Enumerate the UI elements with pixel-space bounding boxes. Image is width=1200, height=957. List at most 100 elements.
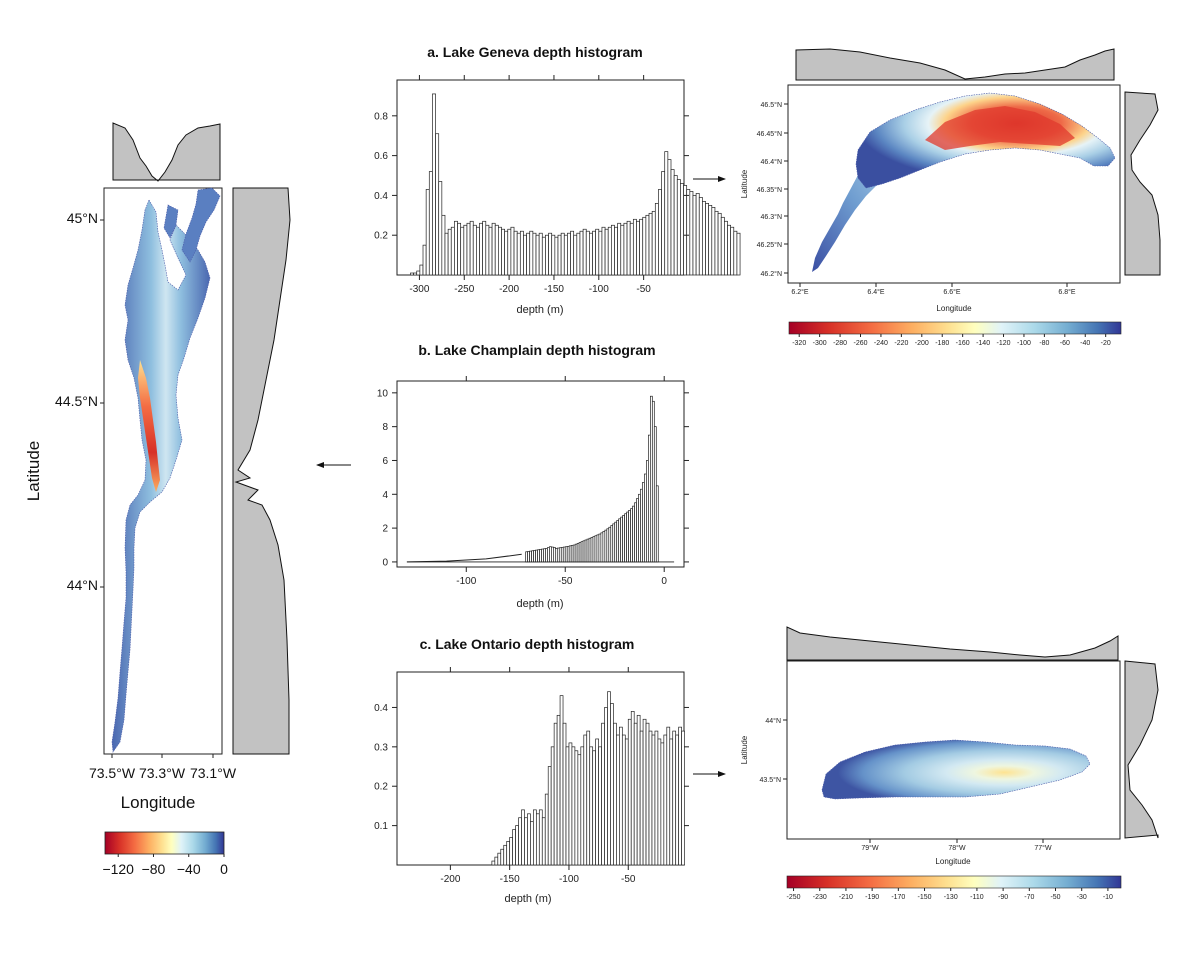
ontario-histogram-title: c. Lake Ontario depth histogram	[420, 636, 635, 652]
champ-y-tick-label: 2	[382, 524, 388, 535]
ontario-bar	[577, 754, 582, 866]
geneva-bar	[670, 169, 675, 276]
geneva-bar	[441, 214, 446, 276]
ontario-bar	[627, 718, 632, 866]
geneva-x-tick-label: -100	[589, 284, 609, 295]
geneva-x-tick-label: -50	[636, 284, 651, 295]
geneva-bar	[629, 222, 634, 276]
geneva-bar	[516, 232, 521, 276]
geneva-bar	[673, 175, 678, 276]
champlain-histogram-y-ticks: 0 2 4 6 8 10	[377, 388, 689, 568]
geneva-bar	[491, 222, 496, 276]
ontario-bar	[568, 742, 573, 866]
ontario-colorbar-tick-label: -10	[1103, 894, 1113, 901]
geneva-bar	[513, 230, 518, 276]
champ-y-tick-label: 10	[377, 388, 389, 399]
geneva-bar	[727, 224, 731, 276]
champ-x-tick-label: -100	[456, 576, 476, 587]
champlain-histogram-title: b. Lake Champlain depth histogram	[418, 342, 655, 358]
geneva-bar	[529, 230, 534, 276]
geneva-bar	[620, 224, 625, 276]
geneva-bar	[601, 226, 606, 276]
ontario-bar	[681, 730, 685, 866]
geneva-histogram-x-ticks: -300 -250 -200 -150 -100 -50	[409, 75, 651, 295]
champlain-lake-main-body	[111, 199, 211, 753]
geneva-bar	[680, 183, 684, 276]
geneva-bar	[592, 230, 597, 276]
geneva-bar	[733, 230, 738, 276]
geneva-y-tick-label: 0.2	[374, 231, 388, 242]
geneva-bar	[711, 207, 716, 276]
geneva-map: 6.2°E 6.4°E 6.6°E 6.8°E 46.2°N 46.25°N 46.3°N…	[740, 48, 1161, 347]
ontario-bar	[500, 848, 505, 866]
geneva-bar	[595, 228, 600, 276]
geneva-histogram-title: a. Lake Geneva depth histogram	[427, 44, 643, 60]
geneva-bar	[651, 210, 656, 276]
ontario-map-y-label: Latitude	[740, 735, 749, 764]
champlain-colorbar-tick-label: −120	[102, 861, 134, 877]
geneva-map-y-label: Latitude	[740, 169, 749, 198]
geneva-bar	[632, 218, 637, 276]
ontario-x-tick-label: -200	[440, 874, 460, 885]
champlain-map-y-tick-label: 44.5°N	[55, 393, 98, 409]
geneva-bar	[450, 226, 455, 276]
ontario-bar	[598, 746, 602, 866]
geneva-colorbar-tick-label: -100	[1017, 340, 1031, 347]
geneva-bar	[435, 133, 440, 276]
geneva-colorbar-tick-label: -140	[976, 340, 990, 347]
geneva-bar	[708, 205, 713, 276]
ontario-bar	[583, 734, 588, 866]
geneva-bar	[432, 93, 436, 276]
ontario-map: 79°W 78°W 77°W 44°N 43.5°N Longitude Latitu…	[740, 626, 1159, 901]
geneva-colorbar-tick-label: -220	[894, 340, 908, 347]
ontario-side-depth-profile	[1124, 660, 1159, 839]
geneva-colorbar-tick-label: -80	[1039, 340, 1049, 347]
geneva-bar	[567, 232, 571, 276]
ontario-bar	[645, 722, 650, 866]
champlain-histogram-frame	[396, 380, 685, 568]
ontario-bar	[651, 734, 656, 866]
geneva-bar	[614, 226, 618, 276]
ontario-bar	[506, 841, 511, 866]
geneva-colorbar-ticks: -320 -300 -280 -260 -240 -220 -200 -180 -160 -140…	[792, 334, 1111, 347]
geneva-map-x-tick-label: 6.2°E	[791, 288, 809, 296]
ontario-bar	[524, 817, 528, 866]
geneva-bar	[538, 232, 543, 276]
ontario-bar	[595, 738, 599, 866]
champlain-map-x-label: Longitude	[121, 793, 196, 812]
geneva-map-y-tick-label: 46.45°N	[757, 130, 782, 138]
ontario-bar	[663, 734, 668, 866]
geneva-bar	[683, 185, 688, 276]
ontario-bar	[654, 730, 659, 866]
champlain-map-x-ticks: 73.5°W 73.3°W 73.1°W	[89, 754, 237, 781]
ontario-bar	[630, 711, 635, 866]
ontario-map-x-tick-label: 77°W	[1034, 844, 1052, 852]
geneva-bar	[610, 224, 615, 276]
geneva-map-y-tick-label: 46.35°N	[757, 186, 782, 194]
geneva-bar	[554, 236, 559, 276]
ontario-bar	[624, 738, 629, 866]
ontario-bar	[666, 726, 671, 866]
ontario-bar	[633, 722, 638, 866]
geneva-colorbar-tick-label: -160	[956, 340, 970, 347]
champlain-top-depth-profile	[112, 122, 221, 182]
geneva-x-tick-label: -250	[454, 284, 474, 295]
champlain-colorbar-tick-label: −80	[142, 861, 166, 877]
geneva-bar	[447, 228, 452, 276]
geneva-map-x-ticks: 6.2°E 6.4°E 6.6°E 6.8°E	[791, 283, 1076, 296]
geneva-x-tick-label: -200	[499, 284, 519, 295]
champlain-map-frame	[103, 187, 223, 755]
ontario-map-y-tick-label: 43.5°N	[760, 776, 781, 784]
geneva-bar	[589, 232, 593, 276]
champlain-lake-deep-channel	[138, 360, 160, 492]
geneva-bar	[501, 228, 505, 276]
geneva-bar	[563, 234, 568, 276]
geneva-bar	[422, 244, 427, 276]
geneva-bar	[560, 232, 565, 276]
geneva-y-tick-label: 0.6	[374, 151, 388, 162]
ontario-bar	[518, 817, 522, 866]
geneva-bar	[698, 197, 703, 276]
ontario-bar	[616, 734, 620, 866]
geneva-bar	[466, 222, 471, 276]
geneva-colorbar-tick-label: -200	[915, 340, 929, 347]
